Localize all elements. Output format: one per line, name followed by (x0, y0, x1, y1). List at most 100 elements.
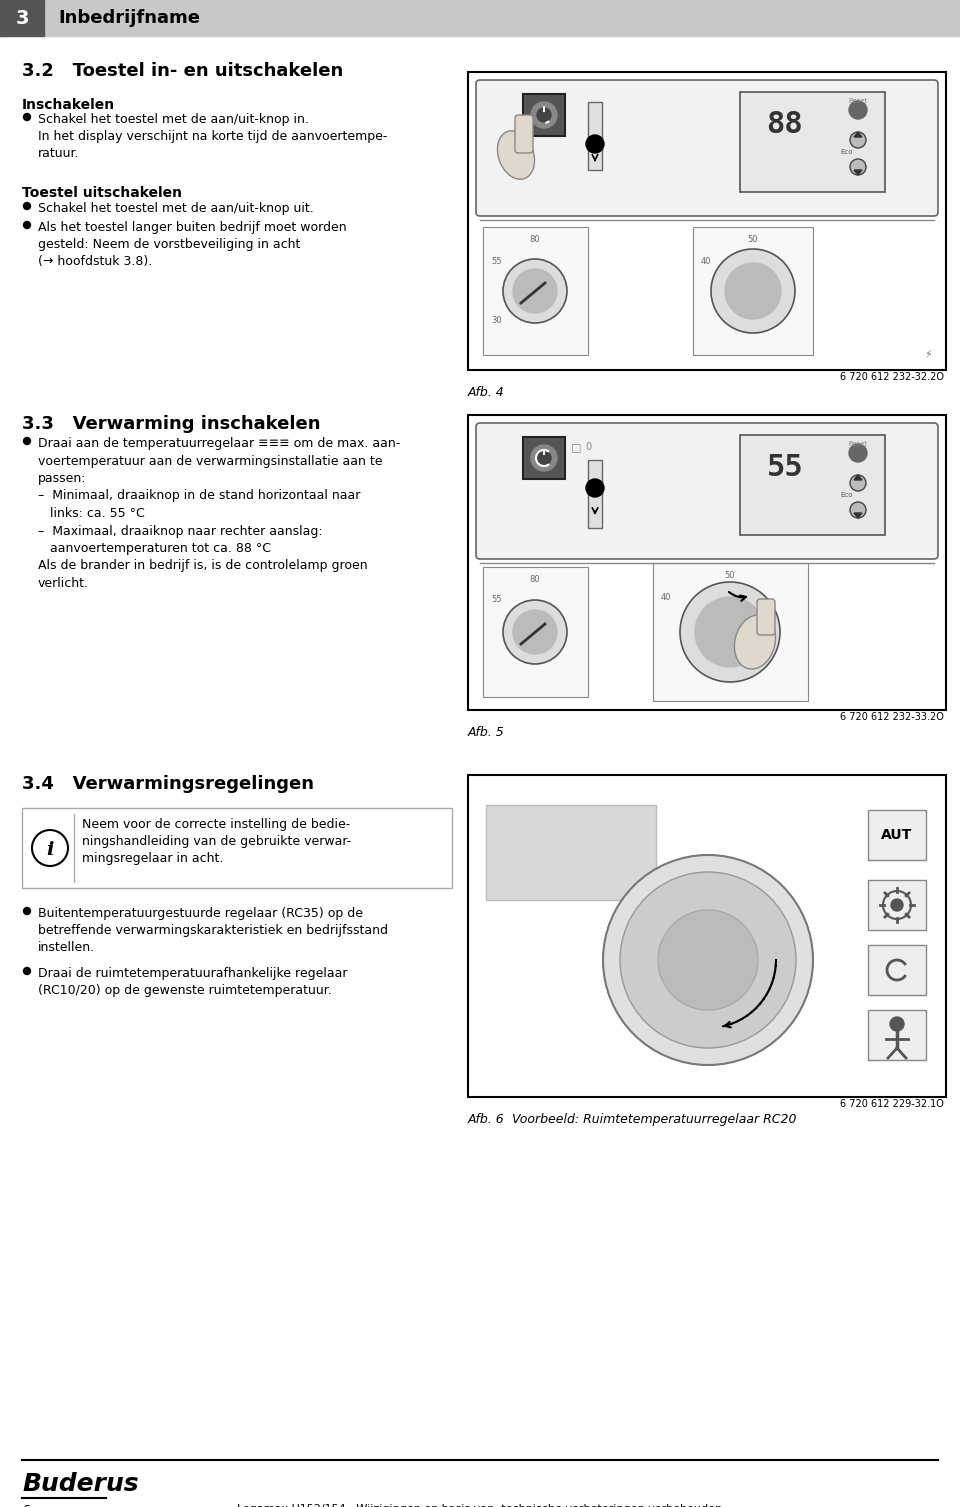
Bar (523, 93, 565, 136)
Text: Buitentemperatuurgestuurde regelaar (RC35) op de
betreffende verwarmingskarakter: Buitentemperatuurgestuurde regelaar (RC3… (38, 907, 388, 954)
Text: Als het toestel langer buiten bedrijf moet worden
gesteld: Neem de vorstbeveilig: Als het toestel langer buiten bedrijf mo… (38, 222, 347, 268)
Text: 6 720 612 232-33.2O: 6 720 612 232-33.2O (840, 711, 944, 722)
FancyBboxPatch shape (476, 80, 938, 216)
Bar (523, 437, 565, 479)
Circle shape (537, 451, 551, 466)
Text: 80: 80 (530, 576, 540, 585)
Text: 3: 3 (15, 9, 29, 27)
Text: Inbedrijfname: Inbedrijfname (58, 9, 200, 27)
Circle shape (23, 113, 31, 121)
Circle shape (725, 264, 781, 319)
Circle shape (850, 133, 866, 148)
Bar (483, 228, 588, 356)
Polygon shape (854, 512, 862, 518)
Text: 80: 80 (530, 235, 540, 244)
Text: ⚡: ⚡ (924, 350, 932, 360)
Circle shape (890, 1017, 904, 1031)
Bar (486, 805, 656, 900)
Text: Voorbeeld: Ruimtetemperatuurregelaar RC20: Voorbeeld: Ruimtetemperatuurregelaar RC2… (512, 1114, 797, 1126)
Circle shape (849, 445, 867, 463)
Bar (868, 945, 926, 995)
Circle shape (23, 437, 31, 445)
Text: Toestel uitschakelen: Toestel uitschakelen (22, 185, 182, 200)
Bar (653, 564, 808, 701)
Ellipse shape (734, 615, 776, 669)
Circle shape (513, 610, 557, 654)
Text: Draai de ruimtetemperatuurafhankelijke regelaar
(RC10/20) op de gewenste ruimtet: Draai de ruimtetemperatuurafhankelijke r… (38, 967, 348, 998)
Circle shape (503, 259, 567, 322)
Text: Inschakelen: Inschakelen (22, 98, 115, 112)
Circle shape (23, 907, 31, 915)
Text: Schakel het toestel met de aan/uit-knop uit.: Schakel het toestel met de aan/uit-knop … (38, 202, 314, 216)
Text: Buderus: Buderus (22, 1472, 138, 1496)
Bar (693, 228, 813, 356)
Bar (0, 0, 44, 36)
Circle shape (849, 101, 867, 119)
Text: 6 720 612 232-32.2O: 6 720 612 232-32.2O (840, 372, 944, 381)
Text: Neem voor de correcte instelling de bedie-
ningshandleiding van de gebruikte ver: Neem voor de correcte instelling de bedi… (82, 818, 351, 865)
Circle shape (850, 160, 866, 175)
Text: 6: 6 (22, 1504, 30, 1507)
Bar (588, 460, 602, 527)
Circle shape (537, 109, 551, 122)
Text: 50: 50 (725, 571, 735, 580)
Text: 3.4   Verwarmingsregelingen: 3.4 Verwarmingsregelingen (22, 775, 314, 793)
Text: 55: 55 (491, 595, 501, 604)
Ellipse shape (497, 131, 535, 179)
Circle shape (531, 102, 557, 128)
Bar (468, 72, 946, 371)
Text: Draai aan de temperatuurregelaar ≡≡≡ om de max. aan-
voertemperatuur aan de verw: Draai aan de temperatuurregelaar ≡≡≡ om … (38, 437, 400, 591)
Bar (740, 436, 885, 535)
Text: Reset: Reset (849, 442, 868, 448)
FancyBboxPatch shape (757, 598, 775, 634)
Circle shape (658, 910, 758, 1010)
Polygon shape (854, 475, 862, 481)
Bar (483, 567, 588, 698)
Circle shape (503, 600, 567, 665)
Text: 55: 55 (491, 258, 501, 267)
Circle shape (23, 202, 31, 209)
Bar (868, 1010, 926, 1059)
Text: Afb. 5: Afb. 5 (468, 726, 505, 738)
Bar (22, 808, 452, 888)
Circle shape (620, 873, 796, 1047)
Circle shape (850, 475, 866, 491)
Bar (740, 92, 885, 191)
Text: 50: 50 (748, 235, 758, 244)
Circle shape (586, 136, 604, 154)
Circle shape (23, 967, 31, 975)
Circle shape (531, 445, 557, 472)
Circle shape (711, 249, 795, 333)
Polygon shape (854, 170, 862, 175)
Circle shape (586, 479, 604, 497)
Bar (0, 0, 960, 36)
Text: 55: 55 (767, 454, 804, 482)
Text: i: i (46, 841, 54, 859)
Circle shape (695, 597, 765, 668)
Text: Eco: Eco (840, 149, 852, 155)
Text: 3.3   Verwarming inschakelen: 3.3 Verwarming inschakelen (22, 414, 321, 433)
Text: 0: 0 (585, 442, 591, 452)
FancyBboxPatch shape (515, 115, 533, 154)
Circle shape (603, 854, 813, 1065)
Text: 3.2   Toestel in- en uitschakelen: 3.2 Toestel in- en uitschakelen (22, 62, 344, 80)
Bar (868, 880, 926, 930)
Circle shape (23, 222, 31, 229)
Text: Afb. 6: Afb. 6 (468, 1114, 505, 1126)
Text: AUT: AUT (881, 827, 913, 842)
Text: 6 720 612 229-32.1O: 6 720 612 229-32.1O (840, 1099, 944, 1109)
Text: □: □ (571, 442, 581, 452)
Text: 30: 30 (491, 316, 502, 326)
Circle shape (891, 900, 903, 912)
Bar (468, 414, 946, 710)
Text: 88: 88 (767, 110, 804, 139)
Circle shape (850, 502, 866, 518)
Text: Reset: Reset (849, 98, 868, 104)
Circle shape (513, 270, 557, 313)
Text: Schakel het toestel met de aan/uit-knop in.
In het display verschijnt na korte t: Schakel het toestel met de aan/uit-knop … (38, 113, 388, 160)
Circle shape (680, 582, 780, 683)
Polygon shape (854, 133, 862, 137)
FancyBboxPatch shape (476, 423, 938, 559)
Bar (588, 102, 602, 170)
Text: Afb. 4: Afb. 4 (468, 386, 505, 399)
